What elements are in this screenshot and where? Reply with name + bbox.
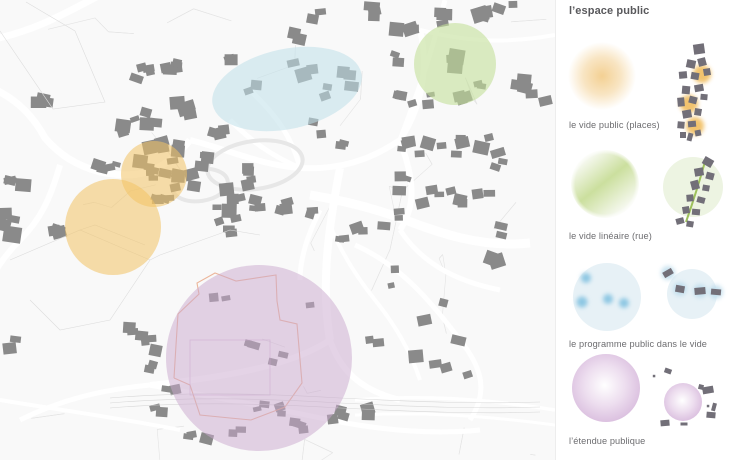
svg-text:l’étendue publique: l’étendue publique — [569, 436, 645, 446]
svg-text:le vide linéaire (rue): le vide linéaire (rue) — [569, 231, 652, 241]
svg-text:le programme public dans le vi: le programme public dans le vide — [569, 339, 707, 349]
svg-text:l’espace public: l’espace public — [569, 5, 649, 17]
svg-text:le vide public (places): le vide public (places) — [569, 120, 660, 130]
